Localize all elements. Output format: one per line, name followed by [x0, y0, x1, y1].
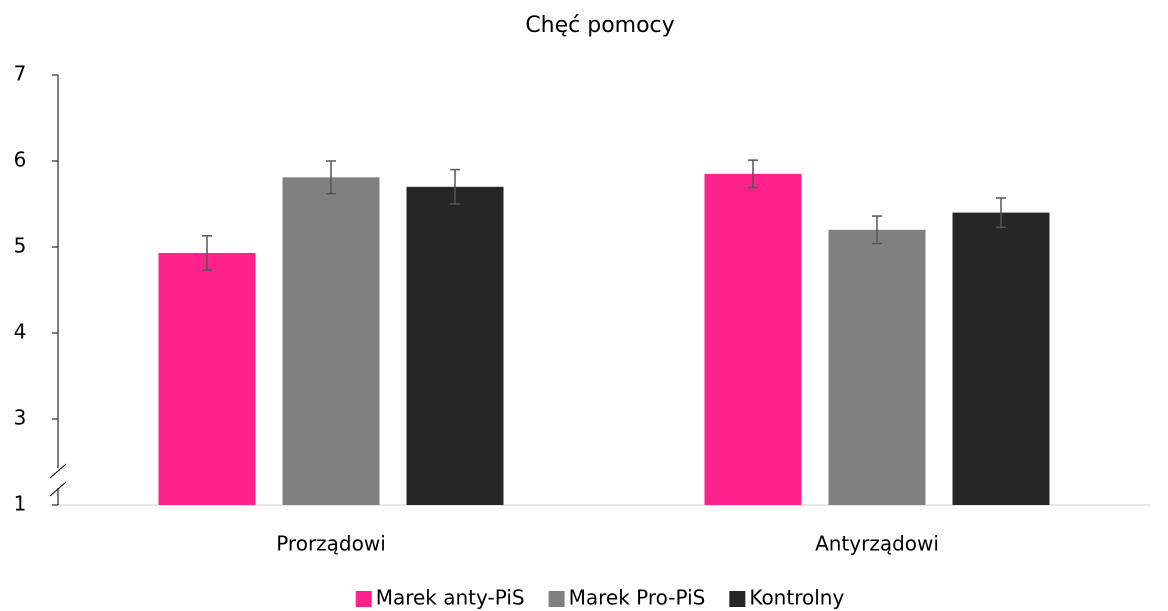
error-bar: [202, 235, 212, 271]
y-tick-label: 5: [14, 234, 27, 258]
y-tick-label: 1: [14, 492, 27, 516]
axis-break: [49, 463, 67, 479]
y-tick-label: 6: [14, 148, 27, 172]
legend-swatch: [355, 591, 372, 607]
legend-label: Marek Pro-PiS: [569, 586, 706, 610]
y-tick-label: 4: [14, 320, 27, 344]
bar: [406, 186, 504, 506]
legend-swatch: [729, 591, 746, 607]
bar: [828, 229, 926, 506]
axis-break-gap: [50, 468, 66, 488]
chart-title: Chęć pomocy: [525, 13, 674, 38]
x-tick-label: Antyrządowi: [815, 532, 939, 556]
bar: [704, 173, 802, 505]
axis-break: [49, 481, 67, 497]
bar: [158, 253, 256, 505]
y-tick-label: 7: [14, 62, 27, 86]
bar: [952, 212, 1050, 505]
legend-label: Kontrolny: [749, 586, 844, 610]
error-bar: [996, 197, 1006, 228]
error-bar: [326, 160, 336, 195]
x-tick-label: Prorządowi: [276, 532, 386, 556]
error-bar: [748, 159, 758, 189]
y-tick-label: 3: [14, 406, 27, 430]
legend-swatch: [548, 591, 565, 607]
error-bar: [450, 168, 460, 205]
legend-label: Marek anty-PiS: [376, 586, 525, 610]
bar: [282, 177, 380, 505]
error-bar: [872, 215, 882, 245]
